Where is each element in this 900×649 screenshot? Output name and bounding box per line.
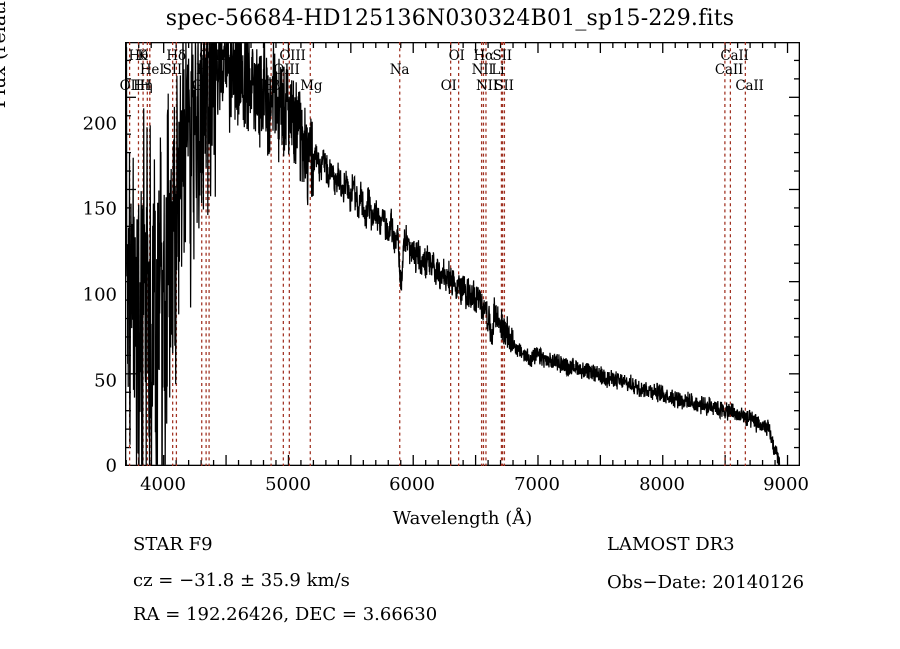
line-label-G-4305: G: [191, 78, 203, 94]
line-label-CaII-8542: CaII: [720, 48, 749, 64]
line-label-H-4340: Hγ: [196, 62, 216, 78]
obs-date-text: Obs−Date: 20140126: [607, 572, 805, 593]
redshift-text: cz = −31.8 ± 35.9 km/s: [133, 570, 350, 591]
x-tick-8000: 8000: [639, 474, 685, 495]
line-label-SII-6731: SII: [494, 78, 514, 94]
x-tick-9000: 9000: [763, 474, 809, 495]
x-tick-4000: 4000: [140, 474, 186, 495]
star-class-text: STAR F9: [133, 534, 213, 555]
coordinates-text: RA = 192.26426, DEC = 3.66630: [133, 604, 438, 625]
line-label-CaII-8662: CaII: [735, 78, 764, 94]
line-label-OI-6364: OI: [448, 48, 465, 64]
line-label-NII-6583: NII: [475, 78, 498, 94]
line-label-SII-6716: SII: [492, 48, 513, 64]
line-label-OIII-4364: OIII: [199, 48, 226, 64]
line-label-OIII-5007: OIII: [279, 48, 306, 64]
x-axis-label: Wavelength (Å): [392, 508, 533, 529]
line-label-OIII-4959: OIII: [273, 62, 300, 78]
line-label-CaII-8498: CaII: [714, 62, 744, 78]
line-label-NII-6548: NII: [471, 62, 494, 78]
line-label-H-4102: Hδ: [166, 48, 186, 64]
line-label-H-6563: Hα: [473, 48, 494, 64]
line-label-SII-4072: SII: [162, 62, 183, 78]
page-title: spec-56684-HD125136N030324B01_sp15-229.f…: [165, 6, 735, 31]
x-tick-6000: 6000: [389, 474, 435, 495]
spectrum-canvas: [125, 42, 800, 466]
line-label-H-3835: Hη: [133, 78, 153, 94]
plot-area: [125, 42, 800, 466]
x-tick-5000: 5000: [265, 474, 311, 495]
line-label-OII-3727: OII: [119, 78, 141, 94]
survey-text: LAMOST DR3: [607, 534, 735, 555]
line-label-CaIIK-3869: K: [137, 48, 148, 64]
line-label-OI-6300: OI: [440, 78, 457, 94]
line-label-HeI-3889: HeI: [139, 62, 165, 78]
line-label-Li-6707: Li: [491, 62, 505, 78]
line-label-Na-5892: Na: [389, 62, 410, 78]
x-tick-7000: 7000: [514, 474, 560, 495]
line-label-Mg-5175: Mg: [300, 78, 323, 94]
line-label-H-3889: H: [139, 78, 152, 94]
line-label-H-3798: Hθ: [128, 48, 148, 64]
line-label-H-4861: Hβ: [261, 78, 281, 94]
y-axis-label: Flux (relative): [0, 0, 10, 109]
